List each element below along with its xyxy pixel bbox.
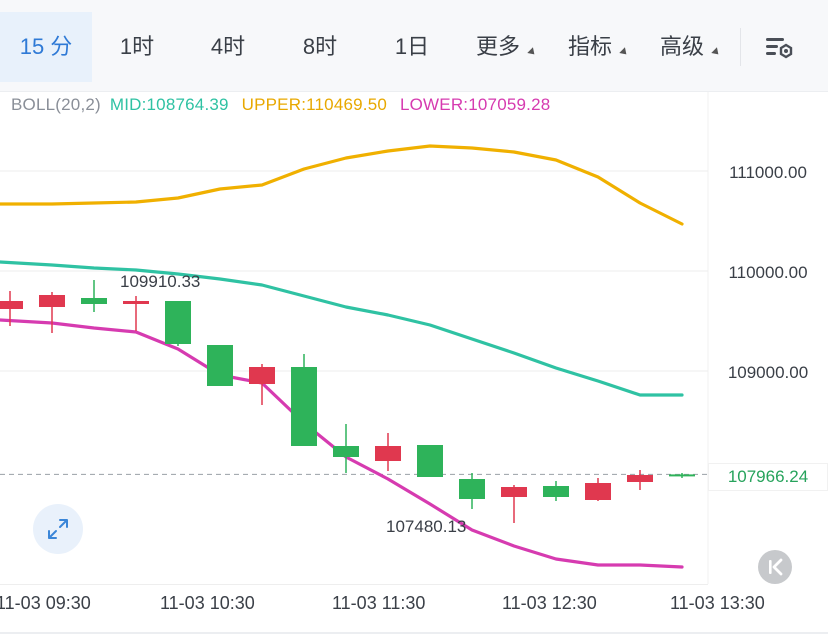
boll-upper-line	[0, 144, 684, 226]
candle-body	[207, 345, 233, 386]
boll-legend[interactable]: BOLL(20,2) MID:108764.39 UPPER:110469.50…	[11, 95, 558, 115]
tab-label: 8时	[302, 34, 338, 59]
tab-label: 15 分	[19, 34, 73, 59]
boll-upper-value: UPPER:110469.50	[241, 95, 388, 114]
tab-label: 1时	[119, 34, 155, 59]
chart-settings-icon	[766, 38, 793, 59]
caret-down-icon	[711, 47, 722, 58]
tab-4h[interactable]: 4时	[182, 12, 274, 82]
tab-8h[interactable]: 8时	[274, 12, 366, 82]
tab-more[interactable]: 更多	[458, 12, 550, 82]
tab-label: 更多	[475, 34, 520, 59]
tab-1h[interactable]: 1时	[92, 12, 182, 82]
timeframe-tabbar: 15 分 1时 4时 8时 1日 更多 指标 高级	[0, 0, 828, 92]
tab-label: 4时	[210, 34, 246, 59]
x-axis-label: 11-03 13:30	[670, 593, 765, 613]
x-axis-label: 11-03 10:30	[160, 593, 255, 613]
x-axis-line	[0, 584, 708, 585]
current-price-tag: 107966.24	[708, 463, 828, 491]
caret-down-icon	[619, 47, 630, 58]
tab-label: 高级	[659, 34, 704, 59]
skip-to-end-icon	[769, 558, 783, 576]
candle-body	[501, 487, 527, 497]
x-axis-label: 11-03 12:30	[502, 593, 597, 613]
tab-divider	[740, 28, 741, 66]
x-axis-label: 11-03 11:30	[332, 593, 426, 613]
high-price-annotation: 109910.33	[120, 272, 200, 291]
candle-body	[669, 474, 695, 477]
boll-mid-line	[0, 260, 684, 397]
y-tick-label: 109000.00	[728, 363, 808, 382]
tab-1d[interactable]: 1日	[366, 12, 458, 82]
tab-indicators[interactable]: 指标	[550, 12, 642, 82]
boll-lower-value: LOWER:107059.28	[399, 95, 551, 114]
boll-mid-value: MID:108764.39	[109, 95, 229, 114]
x-axis-label: 11-03 09:30	[0, 593, 91, 613]
expand-icon	[48, 519, 68, 539]
candle-body	[459, 479, 485, 499]
candle-body	[0, 301, 23, 309]
tab-advanced[interactable]: 高级	[642, 12, 734, 82]
boll-name: BOLL(20,2)	[11, 95, 101, 114]
candle-body	[417, 445, 443, 477]
scroll-to-latest-button[interactable]	[758, 550, 792, 584]
candle-body	[165, 301, 191, 344]
candle-body	[585, 483, 611, 500]
candle-body	[543, 486, 569, 497]
chart-settings-button[interactable]	[758, 28, 798, 68]
tab-label: 指标	[567, 34, 612, 59]
y-tick-label: 110000.00	[728, 263, 807, 282]
bottom-border	[0, 632, 828, 634]
candle-body	[123, 301, 149, 304]
low-price-annotation: 107480.13	[386, 517, 466, 536]
tab-15min[interactable]: 15 分	[0, 12, 92, 82]
boll-lower-line	[0, 318, 684, 569]
fullscreen-button[interactable]	[33, 504, 83, 554]
candle-body	[249, 367, 275, 384]
candle-body	[375, 446, 401, 461]
candle-body	[81, 298, 107, 304]
tab-label: 1日	[394, 34, 430, 59]
candle-body	[333, 446, 359, 457]
candle-body	[291, 367, 317, 446]
caret-down-icon	[527, 47, 538, 58]
y-tick-label: 111000.00	[729, 163, 807, 182]
candle-body	[39, 295, 65, 307]
candle-body	[627, 475, 653, 482]
